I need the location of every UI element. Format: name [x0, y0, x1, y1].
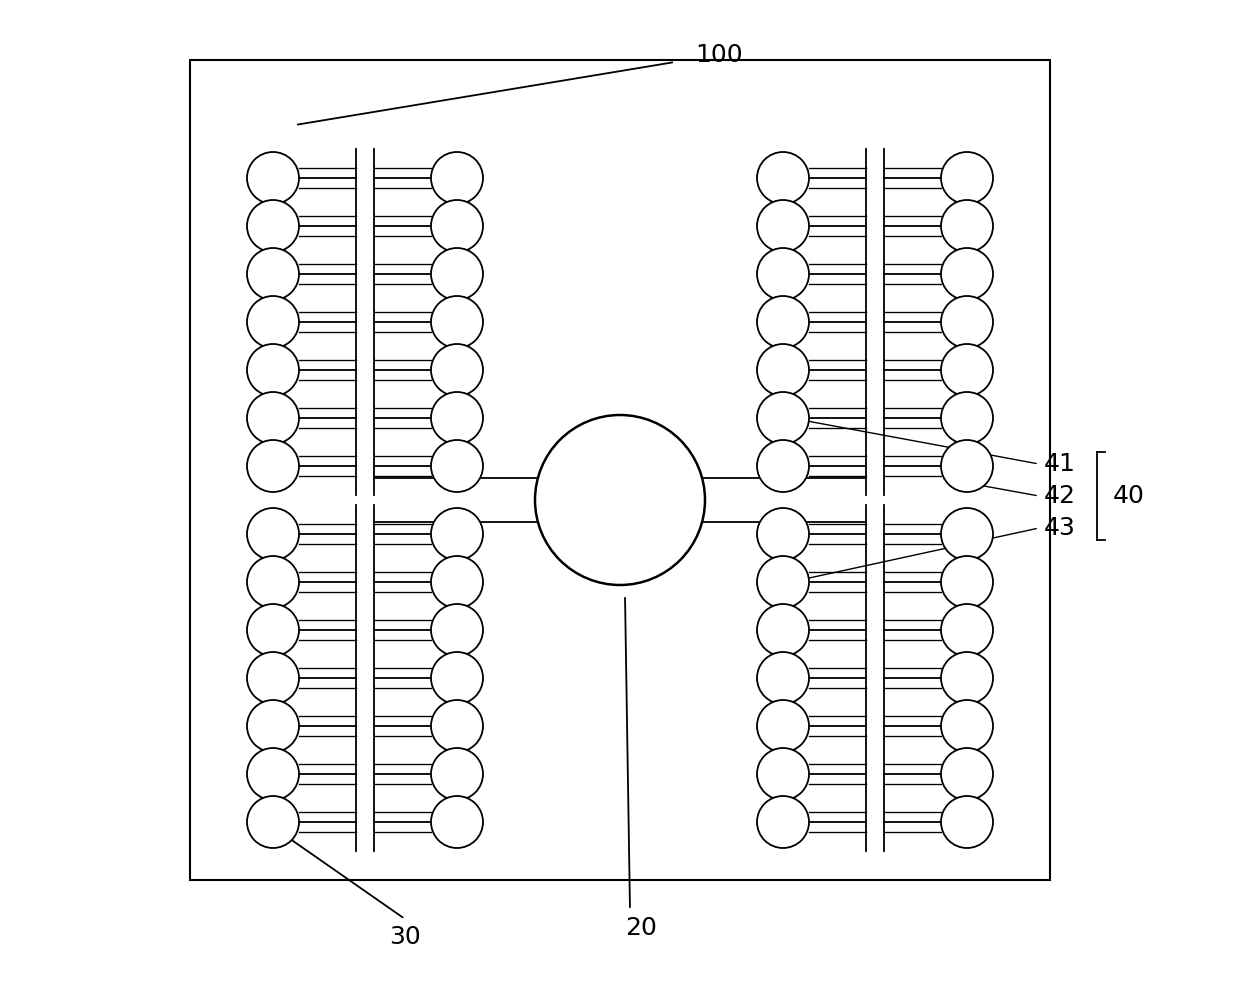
Circle shape	[432, 604, 484, 656]
Circle shape	[756, 440, 808, 492]
Circle shape	[756, 344, 808, 396]
Circle shape	[941, 440, 993, 492]
Circle shape	[247, 248, 299, 300]
Circle shape	[756, 796, 808, 848]
Circle shape	[432, 556, 484, 608]
Text: 40: 40	[1114, 484, 1145, 508]
Circle shape	[941, 748, 993, 800]
Circle shape	[247, 440, 299, 492]
Circle shape	[756, 200, 808, 252]
Circle shape	[247, 344, 299, 396]
Circle shape	[247, 604, 299, 656]
Circle shape	[247, 556, 299, 608]
Circle shape	[941, 248, 993, 300]
Circle shape	[756, 392, 808, 444]
Circle shape	[756, 152, 808, 204]
Circle shape	[756, 748, 808, 800]
Circle shape	[941, 296, 993, 348]
Text: 20: 20	[625, 916, 657, 940]
Circle shape	[432, 440, 484, 492]
Circle shape	[941, 796, 993, 848]
Circle shape	[432, 152, 484, 204]
Circle shape	[941, 652, 993, 704]
Text: 41: 41	[1044, 452, 1076, 476]
Text: 30: 30	[389, 925, 420, 949]
Circle shape	[941, 556, 993, 608]
Circle shape	[941, 392, 993, 444]
Circle shape	[432, 296, 484, 348]
Circle shape	[247, 508, 299, 560]
Circle shape	[432, 700, 484, 752]
Circle shape	[247, 296, 299, 348]
Circle shape	[756, 652, 808, 704]
Circle shape	[756, 604, 808, 656]
Circle shape	[432, 200, 484, 252]
Text: 42: 42	[1044, 484, 1076, 508]
Circle shape	[432, 508, 484, 560]
Circle shape	[534, 415, 706, 585]
Circle shape	[247, 700, 299, 752]
Circle shape	[247, 796, 299, 848]
Text: 100: 100	[694, 43, 743, 67]
Circle shape	[247, 200, 299, 252]
FancyBboxPatch shape	[190, 60, 1050, 880]
Circle shape	[941, 152, 993, 204]
Circle shape	[941, 200, 993, 252]
Circle shape	[756, 508, 808, 560]
Circle shape	[432, 248, 484, 300]
Circle shape	[941, 344, 993, 396]
Circle shape	[432, 748, 484, 800]
Circle shape	[247, 392, 299, 444]
Circle shape	[432, 652, 484, 704]
Circle shape	[432, 796, 484, 848]
Circle shape	[941, 604, 993, 656]
Circle shape	[756, 248, 808, 300]
Circle shape	[756, 556, 808, 608]
Text: 43: 43	[1044, 516, 1076, 540]
Circle shape	[432, 392, 484, 444]
Circle shape	[941, 508, 993, 560]
Circle shape	[941, 700, 993, 752]
Circle shape	[247, 652, 299, 704]
Circle shape	[247, 152, 299, 204]
Circle shape	[432, 344, 484, 396]
Circle shape	[756, 296, 808, 348]
Circle shape	[756, 700, 808, 752]
Circle shape	[247, 748, 299, 800]
